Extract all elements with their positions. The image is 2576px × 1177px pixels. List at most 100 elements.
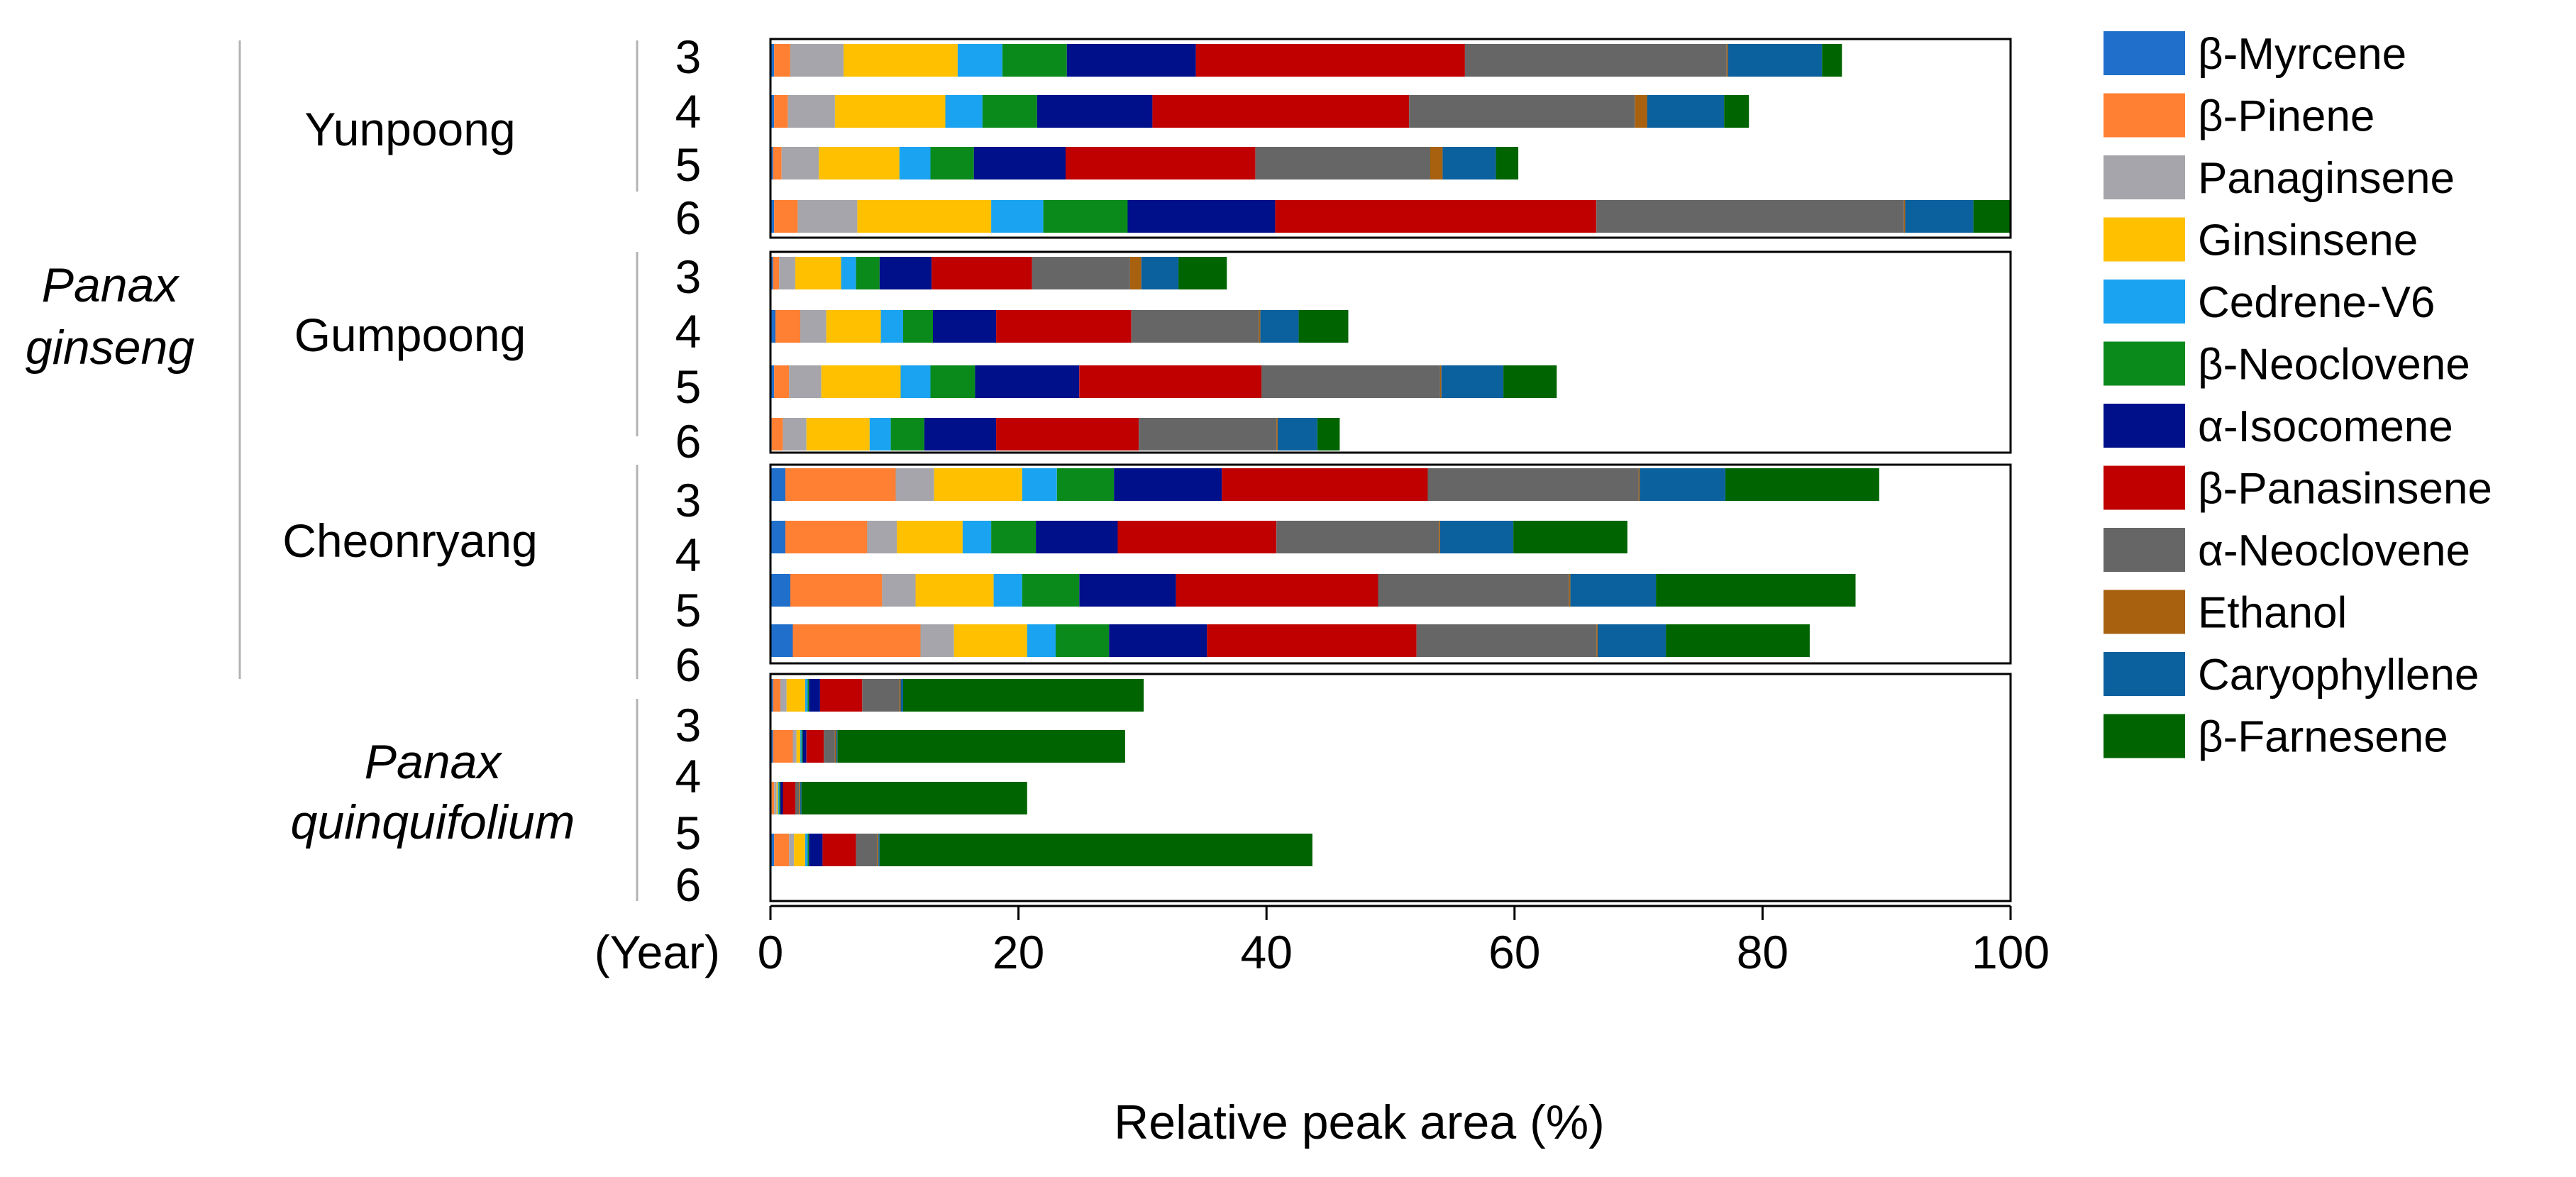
bar-segment: [880, 310, 904, 343]
legend-label: Caryophyllene: [2198, 651, 2479, 700]
bar-segment: [774, 782, 777, 814]
bar-segment: [1260, 310, 1299, 343]
legend-swatch: [2104, 280, 2185, 324]
bar-segment: [809, 834, 823, 866]
legend-swatch: [2104, 528, 2185, 572]
year-label: 3: [675, 699, 702, 751]
bar-segment: [1596, 200, 1904, 233]
bar-segment: [770, 679, 773, 712]
bar-segment: [1056, 468, 1115, 501]
bar-segment: [1640, 468, 1725, 501]
bar-segment: [786, 679, 805, 712]
bar-segment: [836, 730, 838, 763]
bar-segment: [770, 257, 773, 289]
bar-segment: [1022, 574, 1080, 607]
bar-segment: [805, 679, 808, 712]
bar-segment: [801, 730, 803, 763]
bar-segment: [862, 679, 900, 712]
legend-swatch: [2104, 404, 2185, 448]
bar-segment: [1903, 200, 1906, 233]
year-label: 3: [675, 31, 702, 83]
bar-segment: [807, 679, 809, 712]
bar-segment: [1724, 95, 1749, 128]
bar-segment: [996, 418, 1139, 451]
bar-segment: [795, 782, 800, 814]
bar-segment: [1973, 200, 2011, 233]
bar-segment: [770, 468, 785, 501]
legend-label: Cedrene-V6: [2198, 278, 2435, 327]
legend-swatch: [2104, 341, 2185, 386]
bar-segment: [1276, 418, 1278, 451]
legend-swatch: [2104, 31, 2185, 75]
bar-segment: [920, 624, 954, 657]
bar-segment: [787, 95, 835, 128]
bar-segment: [1635, 95, 1647, 128]
group-frames: [769, 38, 2012, 902]
bar-segment: [1596, 624, 1598, 657]
cultivar-label-cheonryang: Cheonryang: [282, 514, 538, 567]
bar-segment: [770, 44, 775, 77]
bar-segment: [1056, 624, 1110, 657]
bar-segment: [783, 782, 795, 814]
bar-segment: [879, 257, 932, 289]
bar-segment: [890, 418, 924, 451]
legend-swatch: [2104, 93, 2185, 138]
bar-segment: [1725, 468, 1879, 501]
bar-segment: [819, 679, 863, 712]
bar-segment: [1176, 574, 1378, 607]
bar-segment: [806, 730, 824, 763]
bar-segment: [1032, 257, 1130, 289]
bar-segment: [1022, 468, 1057, 501]
bar-segment: [1513, 521, 1627, 553]
legend-swatch: [2104, 714, 2185, 758]
bar-segment: [982, 95, 1037, 128]
bar-segment: [799, 782, 800, 814]
bar-segment: [796, 730, 800, 763]
x-tick-label: 100: [1972, 926, 2050, 978]
bar-segment: [1728, 44, 1823, 77]
bar-segment: [1259, 310, 1261, 343]
legend-label: α-Neoclovene: [2198, 526, 2470, 575]
bar-segment: [1726, 44, 1728, 77]
bar-segment: [1430, 147, 1443, 179]
bar-segment: [789, 834, 795, 866]
bar-segment: [770, 200, 775, 233]
bar-segment: [1141, 257, 1179, 289]
bar-segment: [879, 834, 1312, 866]
bar-segment: [1037, 95, 1153, 128]
species-label-ginseng-line2: ginseng: [26, 321, 194, 375]
bar-segment: [797, 200, 858, 233]
bar-segment: [800, 782, 802, 814]
bar-segment: [776, 782, 778, 814]
bar-segment: [773, 257, 780, 289]
group-frame: [769, 38, 2012, 239]
bar-segment: [844, 44, 958, 77]
bar-segment: [1131, 310, 1259, 343]
bar-segment: [774, 44, 790, 77]
bar-segment: [826, 310, 881, 343]
bar-segment: [821, 365, 901, 398]
bar-segment: [930, 147, 974, 179]
bar-segment: [800, 310, 827, 343]
year-label: 6: [675, 858, 702, 911]
bar-segment: [1079, 365, 1262, 398]
x-tick-label: 0: [758, 926, 784, 978]
bar-segment: [1178, 257, 1227, 289]
bar-segment: [897, 521, 963, 553]
year-label: 6: [675, 639, 702, 691]
bar-segment: [790, 44, 844, 77]
legend-label: α-Isocomene: [2198, 402, 2453, 451]
bar-segment: [770, 365, 775, 398]
bar-segment: [1441, 365, 1504, 398]
bar-segment: [770, 310, 775, 343]
bar-segment: [781, 147, 819, 179]
year-label: 4: [675, 750, 702, 802]
legend-swatch: [2104, 652, 2185, 696]
bar-segment: [785, 521, 868, 553]
bar-segment: [878, 834, 880, 866]
bar-segment: [1276, 521, 1439, 553]
bar-segment: [933, 310, 997, 343]
bar-segment: [882, 574, 916, 607]
